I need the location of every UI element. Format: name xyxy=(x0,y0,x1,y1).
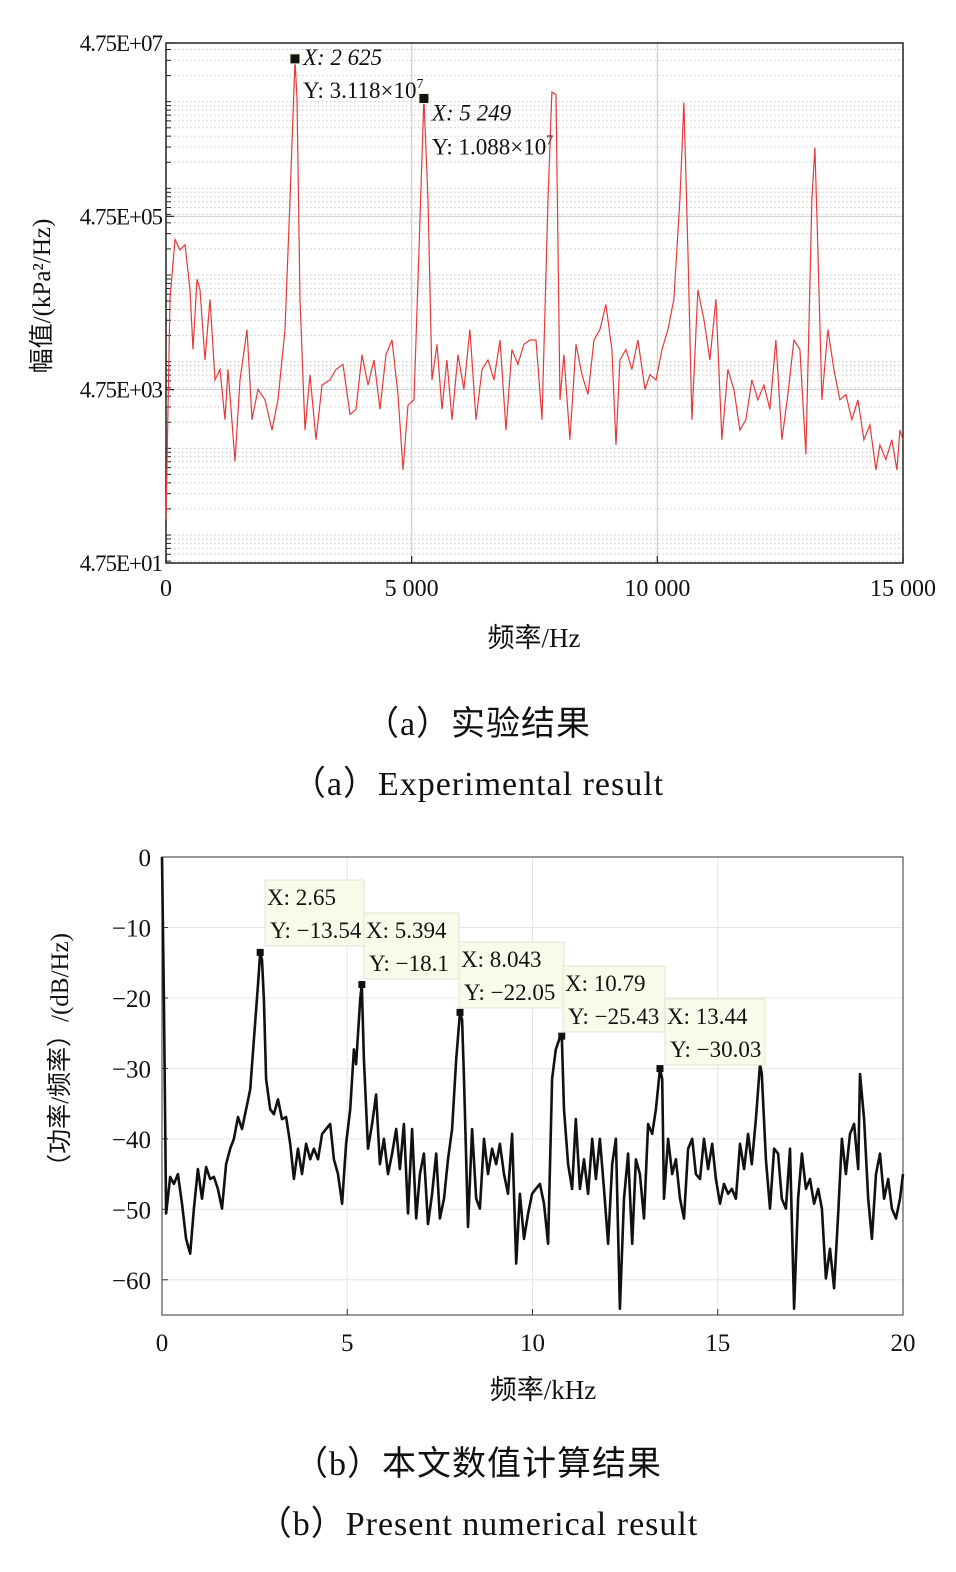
caption-b-chinese: （b）本文数值计算结果 xyxy=(294,1446,662,1483)
datatip-y-label: Y: 1.088×107 xyxy=(432,133,553,159)
y-tick-label: 4.75E+07 xyxy=(80,31,163,56)
datatip-x-label: X: 5 249 xyxy=(431,100,512,125)
series-line-numerical xyxy=(160,856,905,1310)
caption-a-english: （a）Experimental result xyxy=(291,766,665,803)
y-tick-label: −40 xyxy=(112,1127,151,1154)
datatip-x-label: X: 2.65 xyxy=(267,885,336,910)
series-line-experimental xyxy=(165,59,904,520)
chart-a: 4.75E+07 4.75E+05 4.75E+03 4.75E+010 5 000 10… xyxy=(28,31,936,653)
datatip-box xyxy=(363,912,460,980)
datatip-x-label: X: 8.043 xyxy=(461,947,542,972)
y-tick-label: −10 xyxy=(112,915,151,942)
chart-b: 0 −10 −20 −30 −40 −50 −60 0 5 10 15 20 X: 2.65 Y: −13… xyxy=(46,845,916,1405)
x-tick-label: 15 xyxy=(705,1330,730,1357)
plot-frame xyxy=(161,856,904,1316)
x-tick-label: 0 xyxy=(160,576,172,602)
datatip-x-label: X: 13.44 xyxy=(667,1004,748,1029)
datatip-y-label: Y: −25.43 xyxy=(568,1004,659,1029)
datatip-y-exponent: 7 xyxy=(546,133,553,148)
caption-a-chinese: （a）实验结果 xyxy=(364,706,592,743)
x-tick-label: 10 xyxy=(520,1330,545,1357)
x-axis-label: 频率/Hz xyxy=(488,623,581,653)
datatip-x-label: X: 5.394 xyxy=(366,918,447,943)
x-tick-label: 10 000 xyxy=(624,576,690,602)
y-tick-label: −50 xyxy=(112,1197,151,1224)
y-axis-label: 幅值/(kPa²/Hz) xyxy=(28,219,56,374)
datatip-x-label: X: 10.79 xyxy=(565,971,646,996)
y-tick-label: −60 xyxy=(112,1268,151,1295)
datatip-y-label: Y: −22.05 xyxy=(464,980,555,1005)
x-axis-label: 频率/kHz xyxy=(490,1375,596,1405)
y-axis-label: （功率/频率）/(dB/Hz) xyxy=(46,933,74,1179)
datatip-marker xyxy=(289,53,301,65)
datatip-marker xyxy=(656,1065,664,1073)
y-tick-label: 4.75E+03 xyxy=(80,378,163,403)
datatip-box xyxy=(562,965,666,1033)
datatip-marker xyxy=(256,948,264,956)
caption-b-english: （b）Present numerical result xyxy=(257,1506,699,1543)
x-tick-label: 5 000 xyxy=(385,576,439,602)
datatip-marker xyxy=(456,1008,464,1016)
y-tick-label: −20 xyxy=(112,986,151,1013)
datatip-y-label: Y: −18.1 xyxy=(369,951,449,976)
x-tick-label: 0 xyxy=(156,1330,169,1357)
datatip-y-exponent: 7 xyxy=(416,77,423,92)
datatip-marker xyxy=(418,92,430,104)
datatip-y-label: Y: −13.54 xyxy=(270,918,362,943)
datatip-box xyxy=(458,941,565,1009)
datatip-box xyxy=(664,998,766,1066)
datatip-marker xyxy=(558,1032,566,1040)
y-tick-label: 4.75E+01 xyxy=(80,551,163,576)
y-tick-label: 0 xyxy=(139,845,152,872)
y-tick-label: −30 xyxy=(112,1056,151,1083)
x-tick-label: 15 000 xyxy=(870,576,936,602)
datatip-y-label: Y: 3.118×107 xyxy=(303,77,424,103)
x-tick-label: 5 xyxy=(341,1330,354,1357)
datatip-box xyxy=(264,879,365,947)
y-tick-label: 4.75E+05 xyxy=(80,204,163,229)
datatip-x-label: X: 2 625 xyxy=(302,45,382,70)
datatip-marker xyxy=(358,981,366,989)
x-tick-label: 20 xyxy=(891,1330,916,1357)
plot-frame xyxy=(165,42,904,564)
datatip-y-label: Y: −30.03 xyxy=(670,1037,761,1062)
